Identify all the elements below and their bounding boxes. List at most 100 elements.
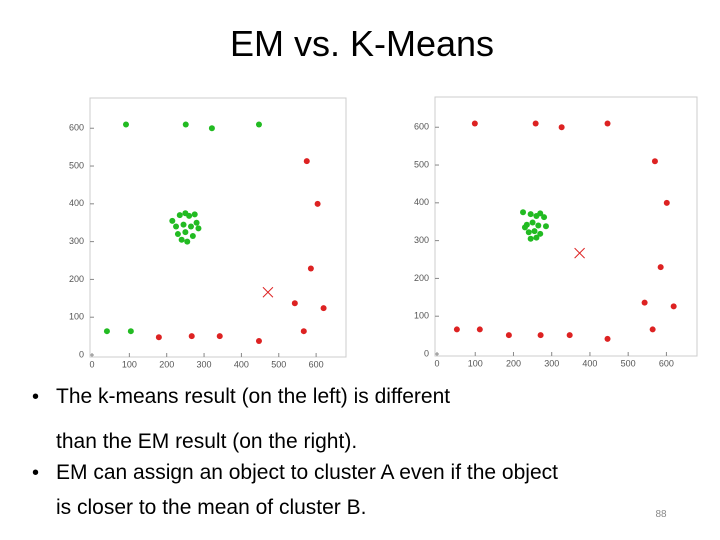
x-tick-label: 500	[621, 358, 636, 368]
data-point	[558, 124, 565, 131]
x-tick-label: 500	[271, 359, 286, 369]
data-point	[537, 332, 544, 339]
data-point	[535, 222, 542, 229]
centroid-marker	[262, 286, 274, 298]
bullet-text: EM can assign an object to cluster A eve…	[56, 461, 558, 519]
x-tick-label: 0	[434, 358, 439, 368]
y-tick-label: 100	[69, 312, 84, 322]
data-point	[255, 121, 262, 128]
bullet-dot: •	[32, 462, 39, 484]
data-point	[103, 328, 110, 335]
data-point	[566, 332, 573, 339]
data-point	[176, 212, 183, 219]
data-point	[291, 300, 298, 307]
data-point	[670, 303, 677, 310]
data-point	[520, 209, 527, 216]
data-point	[191, 211, 198, 218]
plot-frame	[89, 97, 347, 358]
data-point	[307, 265, 314, 272]
plot-frame	[434, 96, 698, 357]
data-point	[208, 125, 215, 132]
data-point	[187, 223, 194, 230]
y-tick-label: 400	[414, 197, 429, 207]
slide-title: EM vs. K-Means	[230, 23, 494, 64]
y-tick-label: 400	[69, 198, 84, 208]
data-point	[651, 158, 658, 165]
data-point	[525, 229, 532, 236]
data-point	[155, 334, 162, 341]
data-point	[186, 212, 193, 219]
bullet-line: than the EM result (on the right).	[56, 430, 357, 453]
data-point	[657, 264, 664, 271]
y-tick-label: 300	[414, 235, 429, 245]
data-point	[604, 120, 611, 127]
y-tick-label: 600	[69, 123, 84, 133]
data-point	[527, 211, 534, 218]
x-tick-label: 100	[122, 359, 137, 369]
y-tick-label: 200	[414, 273, 429, 283]
x-tick-label: 200	[159, 359, 174, 369]
data-point	[505, 332, 512, 339]
data-point	[314, 200, 321, 207]
bullet-dot: •	[32, 386, 39, 408]
data-point	[169, 217, 176, 224]
x-tick-label: 600	[309, 359, 324, 369]
centroid-stroke	[574, 247, 585, 259]
data-point	[604, 335, 611, 342]
data-point	[453, 326, 460, 333]
data-point	[537, 230, 544, 237]
y-tick-label: 100	[414, 311, 429, 321]
data-point	[127, 328, 134, 335]
y-tick-label: 0	[424, 348, 429, 358]
bullet-line: The k-means result (on the left) is diff…	[56, 385, 450, 408]
data-point	[174, 231, 181, 238]
data-point	[533, 234, 540, 241]
data-point	[189, 232, 196, 239]
x-tick-label: 300	[197, 359, 212, 369]
data-point	[476, 326, 483, 333]
data-point	[173, 223, 180, 230]
data-point	[184, 238, 191, 245]
y-tick-label: 500	[69, 160, 84, 170]
data-point	[663, 199, 670, 206]
data-point	[193, 219, 200, 226]
data-point	[303, 158, 310, 165]
data-point	[188, 333, 195, 340]
y-tick-label: 200	[69, 274, 84, 284]
data-point	[527, 235, 534, 242]
data-point	[255, 338, 262, 345]
data-point	[300, 328, 307, 335]
data-point	[122, 121, 129, 128]
y-tick-label: 0	[79, 349, 84, 359]
bullet-line: is closer to the mean of cluster B.	[56, 496, 366, 519]
x-tick-label: 200	[506, 358, 521, 368]
data-point	[529, 219, 536, 226]
y-tick-label: 500	[414, 159, 429, 169]
data-point	[178, 236, 185, 243]
x-tick-label: 400	[582, 358, 597, 368]
x-tick-label: 100	[468, 358, 483, 368]
data-point	[320, 305, 327, 312]
data-point	[471, 120, 478, 127]
data-point	[216, 333, 223, 340]
data-point	[542, 223, 549, 230]
data-point	[180, 221, 187, 228]
data-point	[532, 120, 539, 127]
bullet-line: EM can assign an object to cluster A eve…	[56, 461, 558, 484]
y-tick-label: 600	[414, 122, 429, 132]
x-tick-label: 300	[544, 358, 559, 368]
centroid-marker	[574, 247, 585, 259]
centroid-stroke	[262, 286, 274, 298]
data-point	[531, 228, 538, 235]
data-point	[182, 121, 189, 128]
data-point	[649, 326, 656, 333]
data-point	[541, 214, 548, 221]
data-point	[195, 225, 202, 232]
data-point	[641, 299, 648, 306]
x-tick-label: 0	[89, 359, 94, 369]
data-point	[182, 229, 189, 236]
page-number: 88	[655, 509, 667, 520]
y-tick-label: 300	[69, 236, 84, 246]
x-tick-label: 400	[234, 359, 249, 369]
